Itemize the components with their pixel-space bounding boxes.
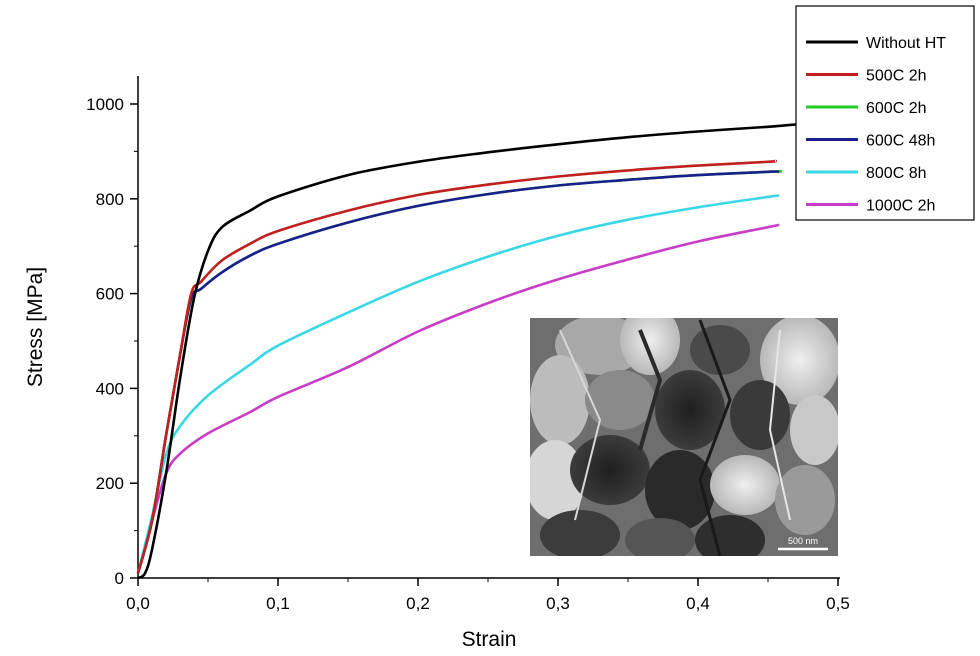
legend-label: Without HT xyxy=(866,35,946,52)
x-tick-label: 0,5 xyxy=(826,594,850,613)
series-line-without-ht xyxy=(137,123,797,580)
y-ticks: 0 200 400 600 800 1000 xyxy=(86,95,138,588)
x-axis-title: Strain xyxy=(462,628,517,651)
x-tick-label: 0,3 xyxy=(546,594,570,613)
y-tick-label: 0 xyxy=(115,569,124,588)
legend-label: 1000C 2h xyxy=(866,198,935,215)
x-ticks: 0,0 0,1 0,2 0,3 0,4 0,5 xyxy=(126,578,850,613)
y-tick-label: 1000 xyxy=(86,95,124,114)
x-tick-label: 0,1 xyxy=(266,594,290,613)
x-tick-label: 0,2 xyxy=(406,594,430,613)
legend-label: 600C 48h xyxy=(866,133,935,150)
legend: Without HT 500C 2h 600C 2h 600C 48h 800C 8h 1… xyxy=(795,5,975,221)
y-tick-label: 800 xyxy=(96,190,124,209)
legend-label: 800C 8h xyxy=(866,165,927,182)
tem-micrograph-inset: 500 nm xyxy=(530,318,838,556)
y-tick-label: 600 xyxy=(96,285,124,304)
series-line-1000c-2h xyxy=(136,223,780,574)
y-tick-label: 200 xyxy=(96,474,124,493)
axes: 0,0 0,1 0,2 0,3 0,4 0,5 0 200 400 600 800 1000 xyxy=(86,76,850,613)
x-tick-label: 0,0 xyxy=(126,594,150,613)
series-lines xyxy=(136,123,797,580)
legend-label: 500C 2h xyxy=(866,68,927,85)
legend-label: 600C 2h xyxy=(866,100,927,117)
y-tick-label: 400 xyxy=(96,379,124,398)
y-axis-title: Stress [MPa] xyxy=(24,267,47,387)
x-tick-label: 0,4 xyxy=(686,594,710,613)
scale-bar-label: 500 nm xyxy=(788,536,818,546)
series-line-500c-2h xyxy=(136,159,778,574)
